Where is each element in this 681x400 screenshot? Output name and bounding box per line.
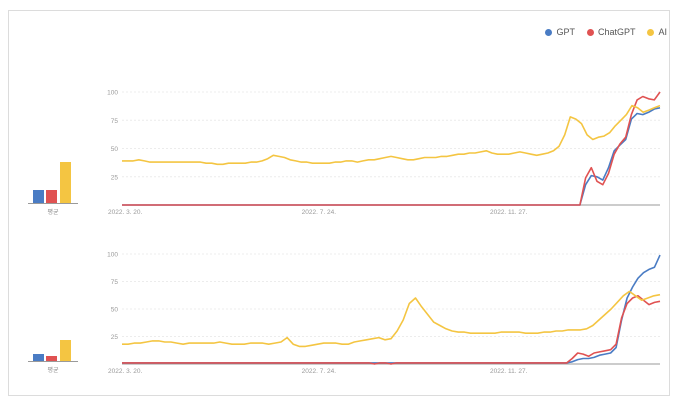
y-tick-label: 100 (107, 90, 118, 97)
legend-dot-chatgpt (586, 28, 594, 36)
legend: GPT ChatGPT AI (545, 27, 667, 37)
average-bars-2 (28, 290, 78, 362)
legend-label-ai: AI (658, 27, 667, 37)
chart-panel-1: 100 75 50 25 2022. 3. 20. 2022. 7. 24. 2022. 1… (107, 90, 661, 216)
x-tick-label: 2022. 7. 24. (302, 368, 337, 375)
x-tick-label: 2022. 7. 24. (302, 209, 337, 216)
y-tick-label: 25 (111, 174, 119, 181)
series-line-ai (122, 290, 661, 348)
average-bar-ai-1 (60, 161, 71, 203)
legend-dot-gpt (545, 28, 553, 36)
y-tick-label: 50 (111, 307, 119, 314)
average-panel-1: 평균 (28, 120, 78, 216)
legend-item-ai[interactable]: AI (647, 27, 667, 37)
y-tick-label: 50 (111, 146, 119, 153)
chart-panel-2: 100 75 50 25 2022. 3. 20. 2022. 7. 24. 2022. 1… (107, 252, 661, 375)
series-line-chatgpt (122, 91, 661, 206)
legend-item-gpt[interactable]: GPT (545, 27, 575, 37)
y-tick-label: 25 (111, 334, 119, 341)
legend-item-chatgpt[interactable]: ChatGPT (586, 27, 636, 37)
average-bars-1 (28, 120, 78, 204)
average-panel-2: 평균 (28, 290, 78, 374)
x-tick-label: 2022. 3. 20. (108, 209, 143, 216)
average-bar-chatgpt-1 (46, 189, 57, 203)
legend-label-gpt: GPT (556, 27, 575, 37)
x-tick-label: 2022. 11. 27. (490, 368, 528, 375)
average-bar-gpt-1 (33, 190, 44, 203)
series-line-ai (122, 104, 661, 166)
legend-label-chatgpt: ChatGPT (597, 27, 636, 37)
average-bar-ai-2 (60, 340, 71, 361)
series-line-chatgpt (122, 294, 661, 365)
x-tick-label: 2022. 3. 20. (108, 368, 143, 375)
y-tick-label: 75 (111, 118, 119, 125)
average-bar-gpt-2 (33, 353, 44, 361)
y-tick-label: 100 (107, 252, 118, 259)
average-label-1: 평균 (47, 210, 59, 216)
x-tick-label: 2022. 11. 27. (490, 209, 528, 216)
average-bar-chatgpt-2 (46, 356, 57, 361)
y-tick-label: 75 (111, 279, 119, 286)
legend-dot-ai (647, 28, 655, 36)
average-label-2: 평균 (47, 368, 59, 374)
